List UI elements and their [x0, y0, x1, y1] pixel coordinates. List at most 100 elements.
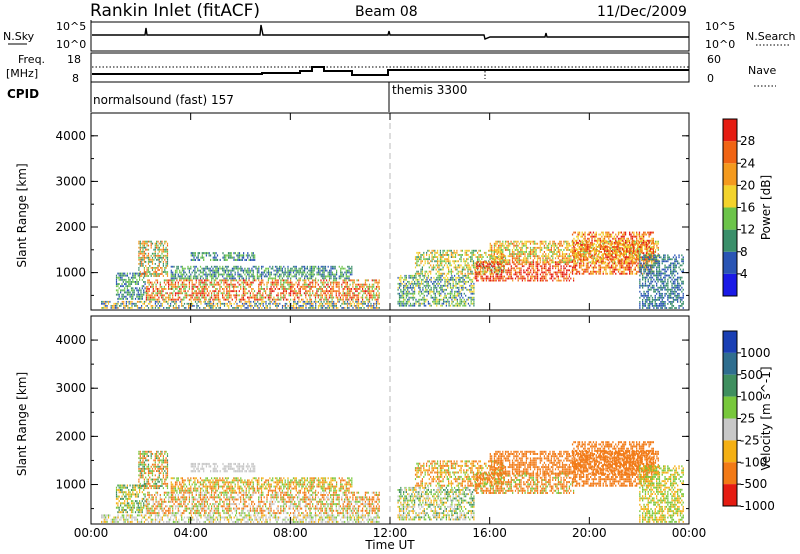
echo-cell	[204, 294, 206, 297]
echo-cell	[334, 265, 336, 268]
echo-cell	[638, 244, 640, 247]
echo-cell	[416, 272, 418, 275]
echo-cell	[205, 285, 207, 288]
echo-cell	[335, 302, 337, 305]
echo-cell	[181, 275, 183, 278]
echo-cell	[174, 298, 177, 301]
echo-cell	[636, 249, 639, 251]
echo-cell	[346, 302, 349, 305]
echo-cell	[400, 302, 402, 305]
echo-cell	[281, 305, 284, 307]
echo-cell	[324, 298, 326, 301]
echo-cell	[304, 271, 306, 274]
echo-cell	[420, 292, 423, 295]
echo-cell	[262, 273, 264, 276]
echo-cell	[162, 288, 164, 290]
echo-cell	[312, 267, 314, 270]
echo-cell	[333, 305, 335, 307]
echo-cell	[398, 298, 401, 301]
echo-cell	[330, 300, 332, 303]
echo-cell	[490, 272, 492, 275]
echo-cell	[256, 269, 258, 272]
echo-cell	[269, 288, 271, 290]
echo-cell	[258, 302, 260, 305]
echo-cell	[177, 294, 179, 297]
echo-cell	[194, 258, 196, 261]
echo-cell	[290, 298, 292, 301]
echo-cell	[425, 300, 427, 303]
echo-cell	[219, 298, 221, 301]
echo-cell	[561, 255, 564, 258]
echo-cell	[527, 246, 529, 249]
echo-cell	[477, 267, 479, 270]
echo-cell	[530, 277, 532, 280]
echo-cell	[223, 290, 225, 293]
echo-cell	[566, 275, 568, 278]
echo-cell	[179, 275, 181, 278]
echo-cell	[331, 307, 333, 309]
echo-cell	[166, 256, 169, 259]
echo-cell	[332, 288, 335, 290]
echo-cell	[158, 256, 160, 259]
echo-cell	[247, 296, 249, 299]
echo-cell	[333, 275, 335, 278]
echo-cell	[170, 292, 172, 295]
echo-cell	[283, 298, 285, 301]
echo-cell	[309, 300, 311, 303]
echo-cell	[209, 290, 211, 293]
echo-cell	[266, 267, 268, 270]
echo-cell	[535, 253, 537, 255]
echo-cell	[464, 264, 466, 267]
echo-cell	[566, 246, 568, 249]
echo-cell	[496, 261, 499, 263]
echo-cell	[330, 265, 332, 268]
echo-cell	[467, 276, 469, 279]
echo-cell	[400, 300, 402, 303]
echo-cell	[168, 296, 170, 299]
echo-cell	[573, 246, 575, 248]
echo-cell	[455, 276, 457, 279]
echo-cell	[303, 279, 305, 282]
echo-cell	[457, 266, 459, 269]
echo-cell	[427, 302, 429, 305]
echo-cell	[130, 295, 133, 298]
echo-cell	[136, 278, 138, 281]
echo-cell	[216, 267, 218, 270]
echo-cell	[184, 285, 186, 288]
echo-cell	[476, 263, 478, 266]
echo-cell	[414, 276, 416, 279]
echo-cell	[269, 302, 271, 305]
echo-cell	[209, 271, 211, 274]
echo-cell	[505, 277, 507, 280]
echo-cell	[158, 248, 160, 251]
echo-cell	[181, 298, 183, 301]
echo-cell	[294, 292, 296, 295]
echo-cell	[284, 307, 286, 309]
echo-cell	[134, 297, 137, 300]
echo-cell	[270, 271, 272, 274]
echo-cell	[560, 265, 562, 268]
echo-cell	[161, 248, 163, 251]
echo-cell	[262, 292, 264, 295]
echo-cell	[276, 298, 278, 301]
echo-cell	[478, 260, 480, 263]
echo-cell	[216, 288, 218, 290]
echo-cell	[240, 279, 242, 282]
echo-cell	[260, 298, 262, 301]
echo-cell	[154, 302, 156, 305]
echo-cell	[369, 305, 371, 307]
echo-cell	[240, 275, 242, 278]
echo-cell	[511, 257, 514, 260]
echo-cell	[260, 296, 262, 299]
echo-cell	[473, 304, 475, 307]
echo-cell	[436, 286, 438, 289]
echo-cell	[179, 269, 181, 272]
echo-cell	[341, 275, 343, 278]
echo-cell	[188, 269, 190, 272]
echo-cell	[238, 290, 240, 293]
echo-cell	[545, 246, 547, 249]
echo-cell	[141, 295, 143, 298]
echo-cell	[531, 240, 533, 243]
echo-cell	[446, 254, 448, 256]
echo-cell	[409, 296, 412, 299]
